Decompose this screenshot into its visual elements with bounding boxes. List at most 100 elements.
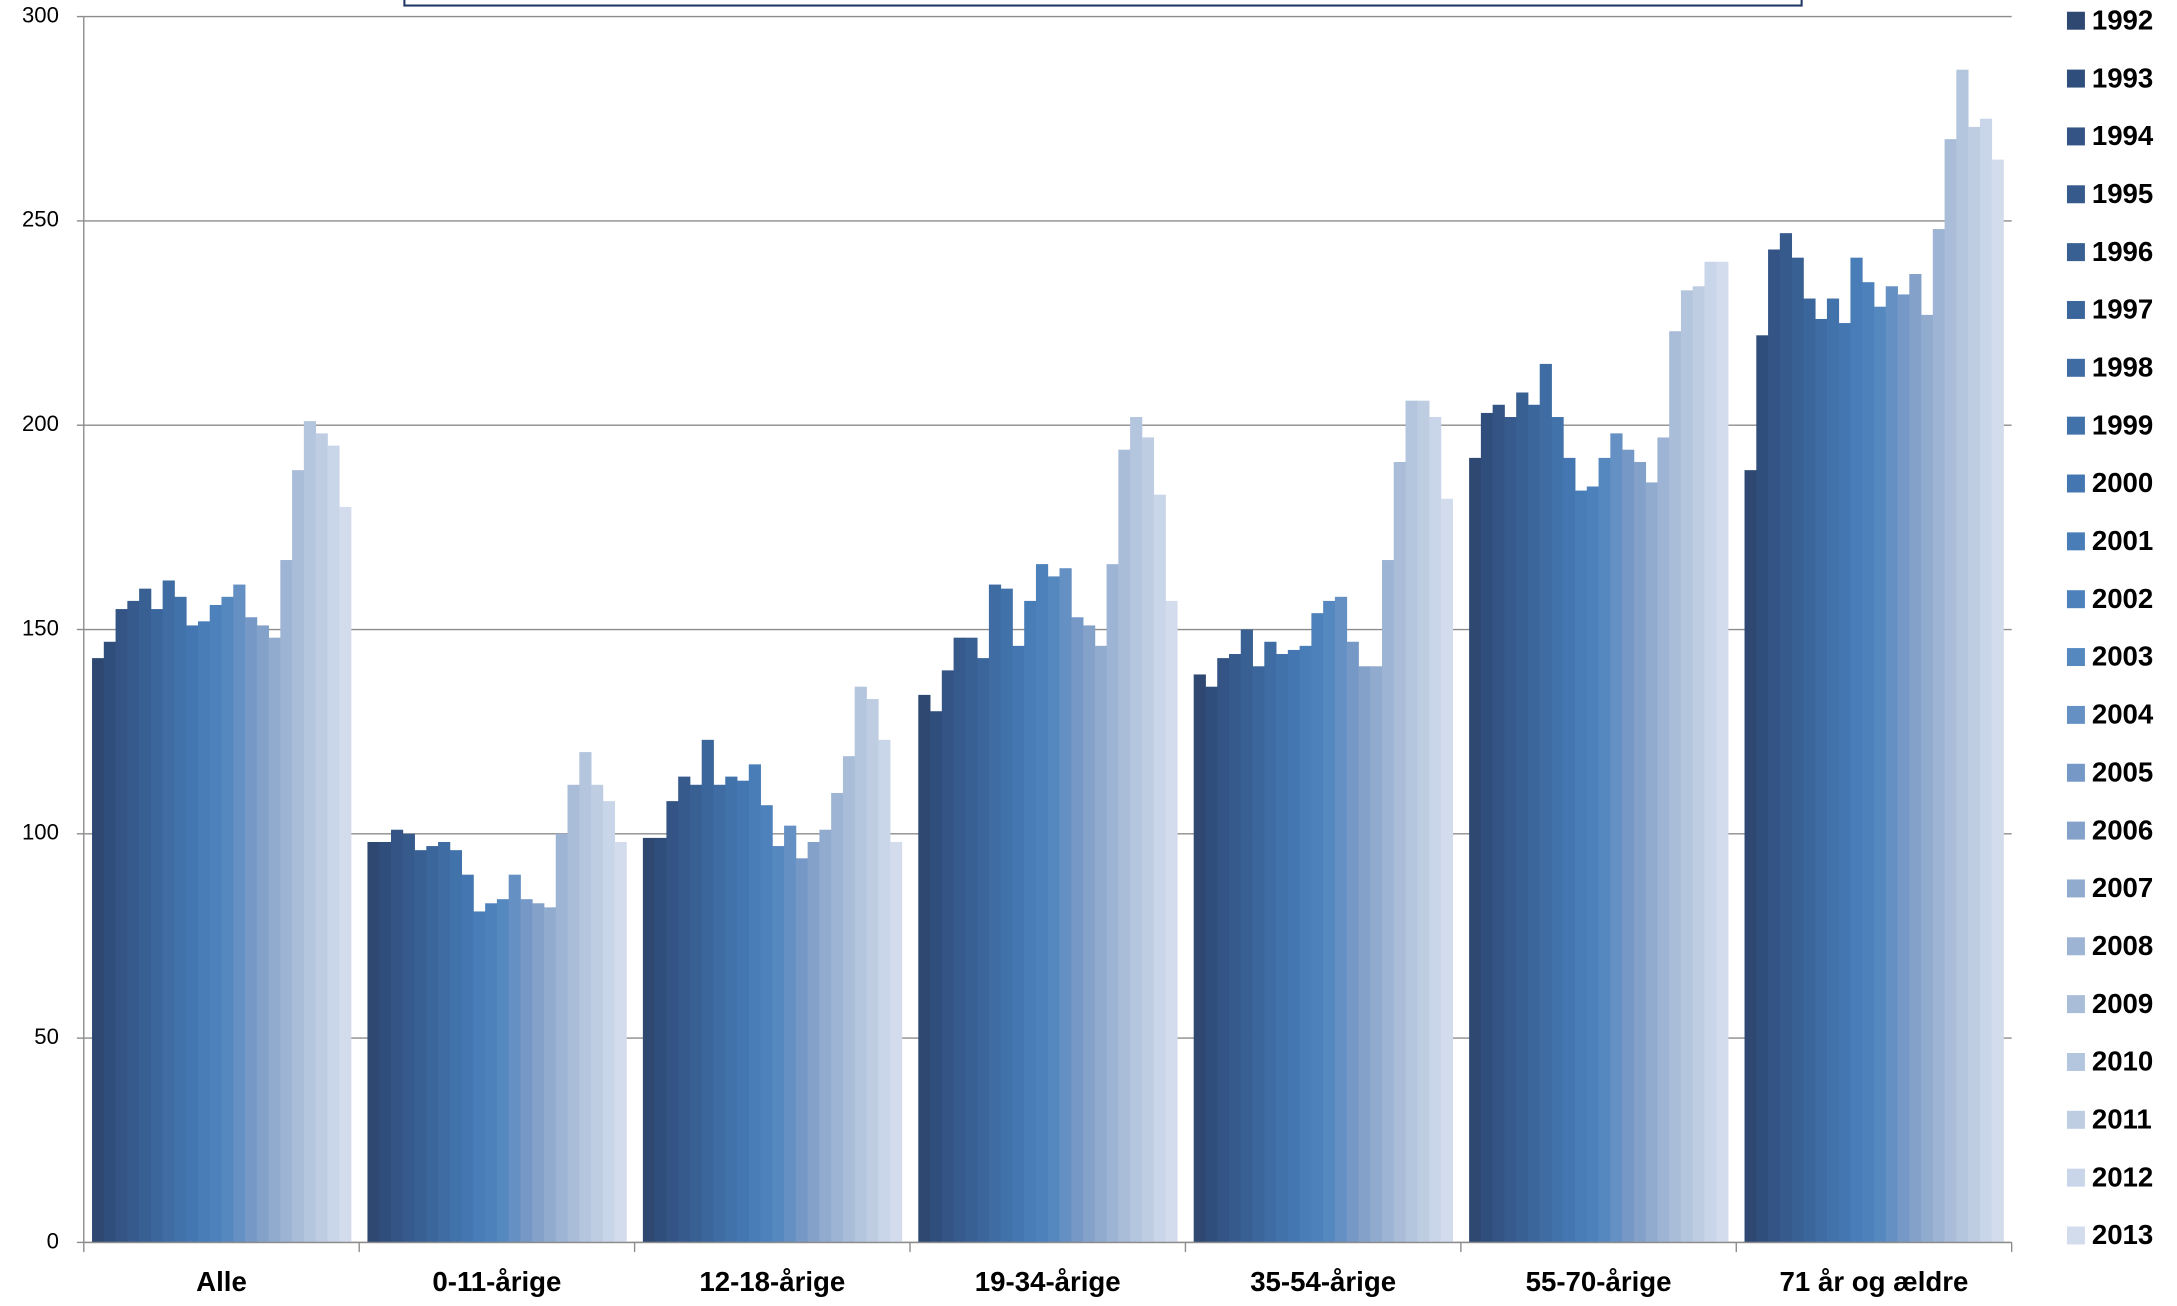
bar (1334, 596, 1348, 1243)
legend-label: 2012 (2092, 1161, 2153, 1192)
bar (327, 445, 340, 1243)
bar (1252, 666, 1265, 1243)
title-box (403, 0, 1803, 7)
bar (379, 841, 392, 1243)
legend-swatch (2066, 1226, 2085, 1245)
bar (150, 609, 164, 1243)
legend-swatch (2066, 821, 2085, 840)
bar (1217, 658, 1230, 1243)
x-tick-label: 55-70-årige (1526, 1266, 1672, 1297)
bar (461, 874, 474, 1243)
legend-swatch (2066, 763, 2085, 782)
bar (965, 637, 978, 1243)
legend-label: 2006 (2092, 814, 2153, 845)
y-tick-label: 150 (22, 615, 59, 640)
bar (953, 637, 966, 1243)
legend-swatch (2066, 69, 2085, 88)
legend-label: 2004 (2092, 699, 2154, 730)
legend-swatch (2066, 1052, 2085, 1071)
y-tick-label: 250 (22, 207, 59, 232)
bar (1071, 617, 1084, 1243)
bar (1405, 400, 1418, 1243)
bar (103, 641, 116, 1243)
legend-swatch (2066, 11, 2085, 30)
bar (1756, 335, 1769, 1243)
legend-label: 2000 (2092, 467, 2153, 498)
bar (1492, 404, 1505, 1243)
bar (292, 470, 305, 1243)
bar (162, 580, 175, 1243)
bar (878, 739, 891, 1243)
bar (174, 596, 187, 1243)
bar (367, 841, 380, 1243)
bar (737, 780, 750, 1243)
bar (186, 625, 199, 1243)
bar (1692, 286, 1705, 1243)
legend-swatch (2066, 879, 2085, 898)
bar (1885, 286, 1898, 1243)
bar (1979, 118, 1993, 1243)
bar (1130, 417, 1143, 1243)
bar (1141, 437, 1155, 1243)
legend-swatch (2066, 416, 2085, 435)
bar (602, 801, 615, 1243)
bar (1264, 641, 1277, 1243)
bar (1118, 449, 1131, 1243)
x-tick-label: 71 år og ældre (1780, 1266, 1969, 1297)
bar (1610, 433, 1623, 1243)
bar (1469, 457, 1482, 1243)
bar (1000, 588, 1013, 1243)
bar (1826, 298, 1840, 1243)
bar (666, 801, 679, 1243)
bar (139, 588, 152, 1243)
bar (1035, 564, 1049, 1243)
bar (889, 841, 903, 1243)
bar (701, 739, 714, 1243)
bar (449, 850, 463, 1243)
legend-label: 2001 (2092, 525, 2153, 556)
bar (1551, 417, 1564, 1243)
bar (339, 506, 352, 1243)
bar (1586, 486, 1599, 1243)
legend-swatch (2066, 127, 2085, 146)
legend-swatch (2066, 648, 2085, 667)
legend-label: 2013 (2092, 1219, 2153, 1250)
bar (1311, 613, 1324, 1243)
legend-label: 1999 (2092, 409, 2153, 440)
bar (414, 850, 427, 1243)
bar (1429, 417, 1442, 1243)
bar (654, 837, 667, 1243)
bar (1393, 461, 1406, 1243)
bar (402, 833, 415, 1243)
bar (988, 584, 1002, 1243)
bar (1563, 457, 1576, 1243)
bar (303, 421, 317, 1243)
legend-label: 2011 (2092, 1104, 2152, 1135)
legend-swatch (2066, 995, 2085, 1014)
legend-label: 2005 (2092, 756, 2153, 787)
bar (784, 825, 797, 1243)
bar (1539, 363, 1552, 1243)
bar (1047, 576, 1060, 1243)
bar (748, 764, 761, 1243)
bar (496, 899, 510, 1243)
bar (1932, 229, 1945, 1243)
y-tick-label: 100 (22, 820, 59, 845)
bar (854, 686, 867, 1243)
bar (678, 776, 691, 1243)
bar (1850, 257, 1863, 1243)
bar (713, 784, 726, 1243)
bar (1873, 306, 1887, 1243)
legend-swatch (2066, 1110, 2085, 1129)
bar (438, 841, 451, 1243)
legend-swatch (2066, 532, 2085, 551)
y-tick-label: 0 (47, 1228, 59, 1253)
bar (209, 604, 222, 1243)
bar (1165, 600, 1178, 1243)
legend-label: 1994 (2092, 120, 2154, 151)
bar (1968, 126, 1981, 1243)
bar (92, 658, 105, 1243)
bar (1862, 282, 1875, 1243)
bar (485, 903, 498, 1243)
